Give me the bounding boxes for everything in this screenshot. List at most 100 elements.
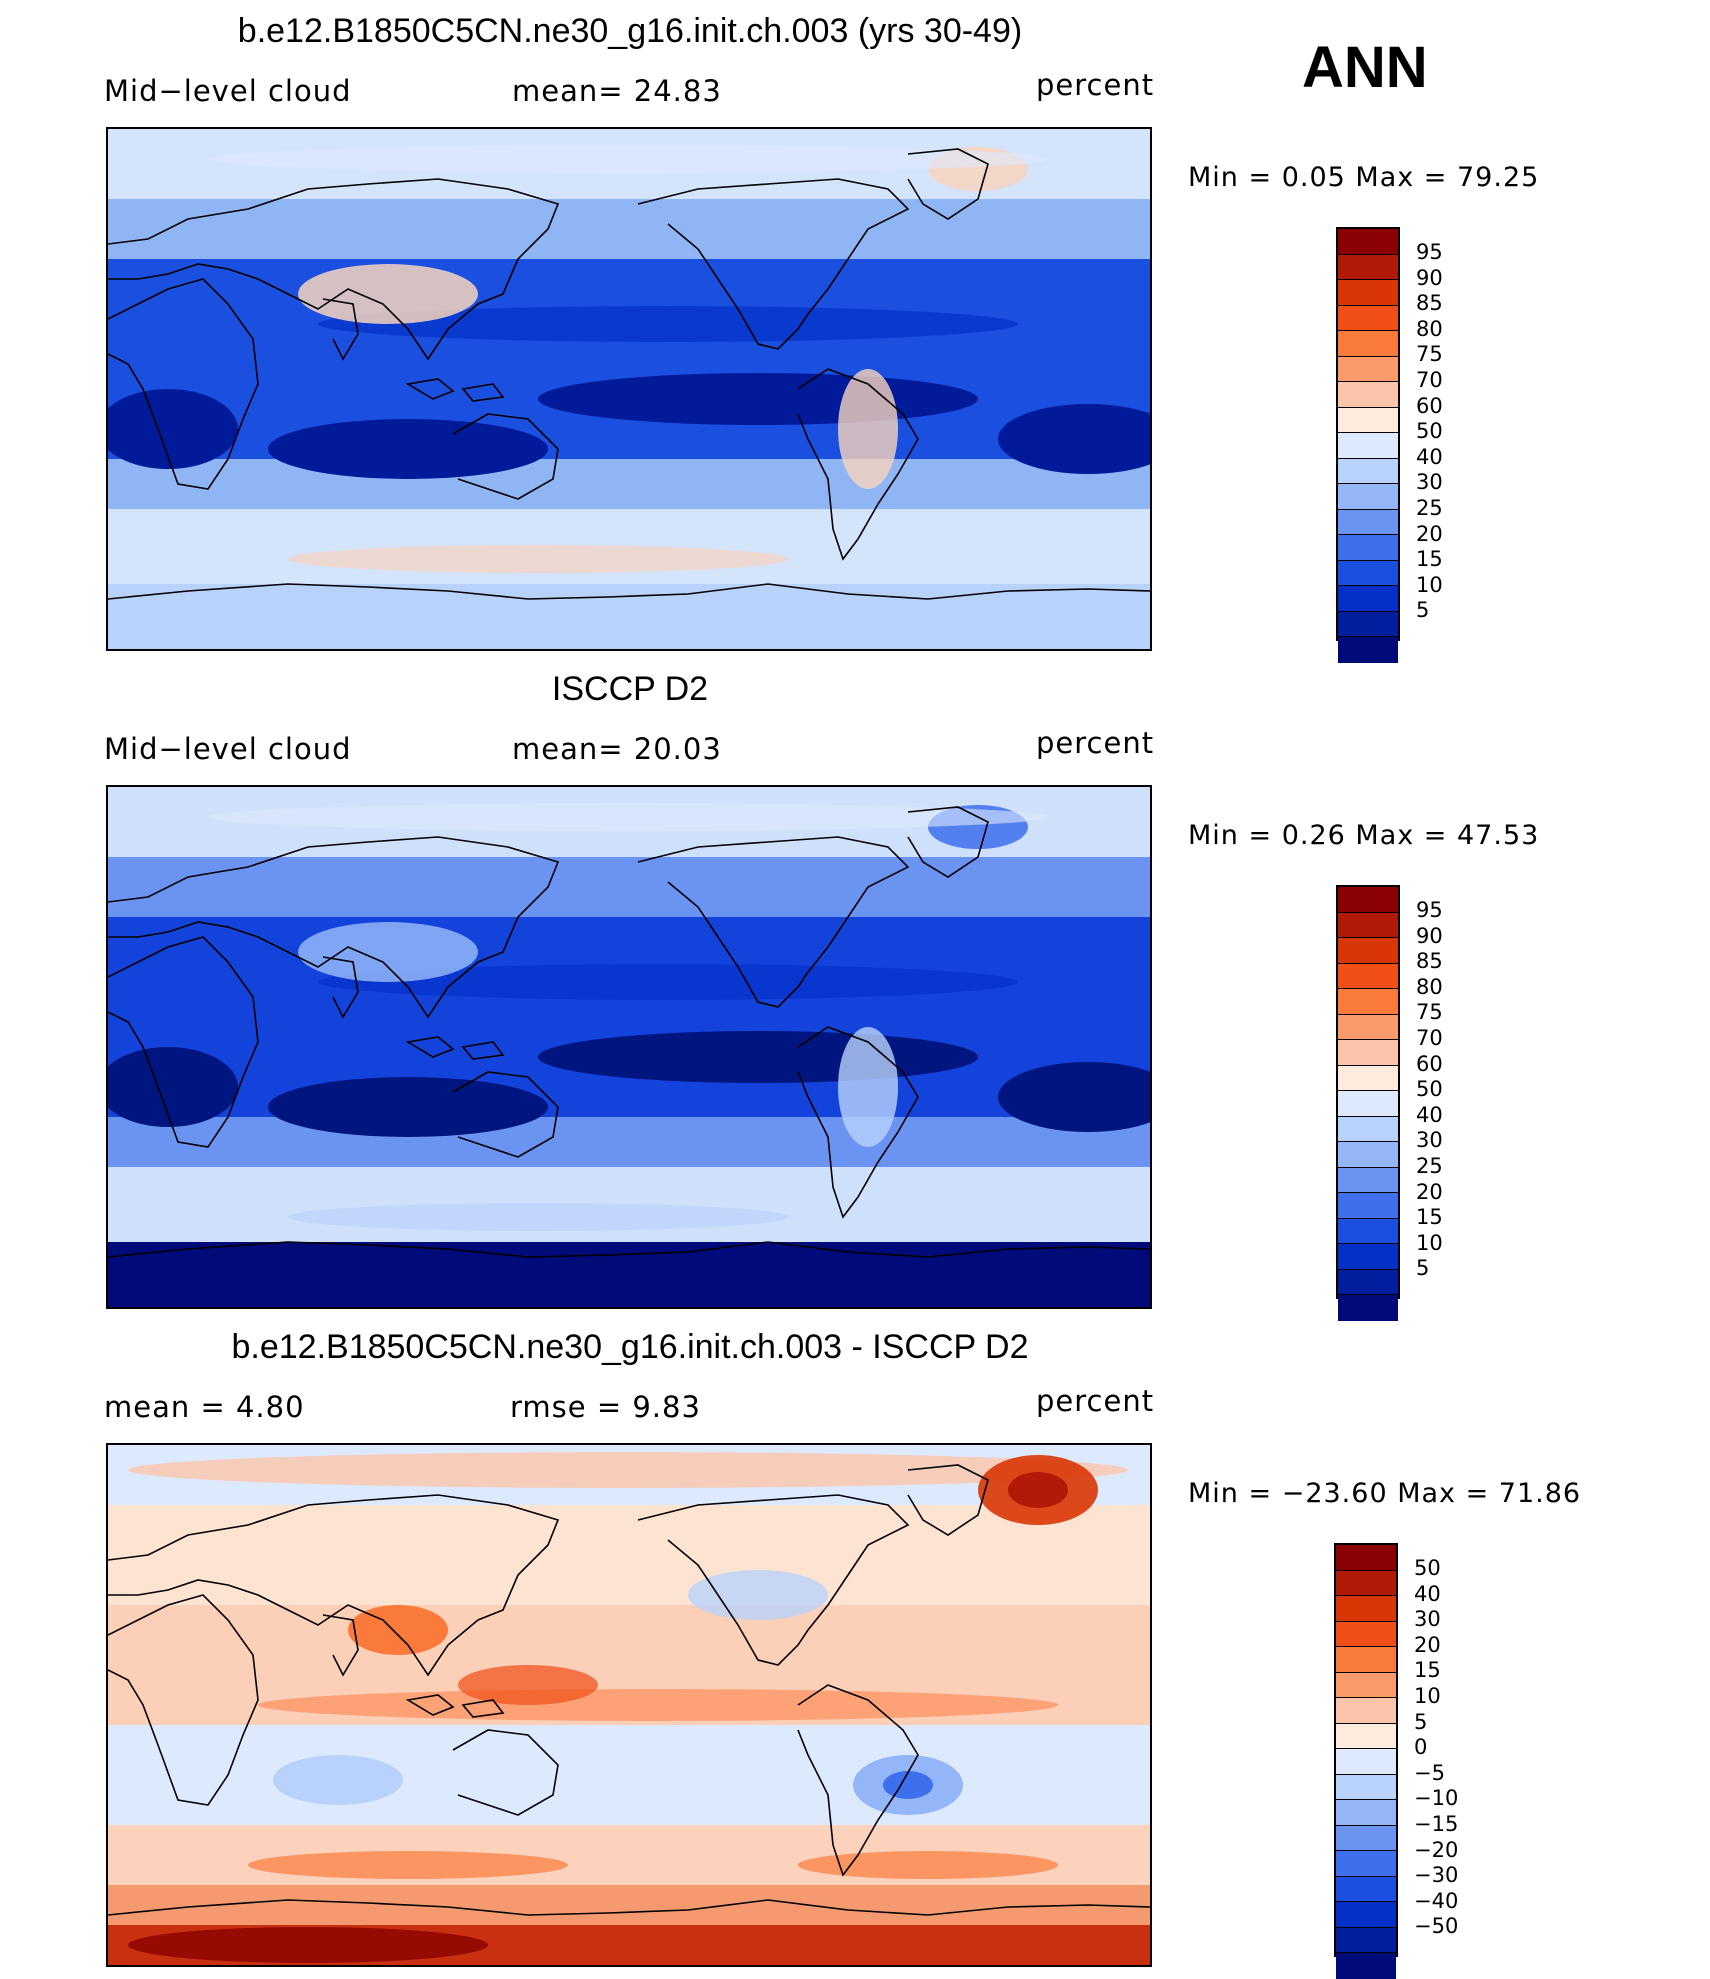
colorbar-tick-label: 90 xyxy=(1416,923,1443,948)
colorbar-tick-label: 80 xyxy=(1416,974,1443,999)
colorbar-swatch xyxy=(1336,1876,1396,1902)
season-label: ANN xyxy=(1302,35,1428,100)
colorbar-tick-label: −20 xyxy=(1414,1837,1459,1862)
colorbar-swatch xyxy=(1336,1927,1396,1953)
colorbar-tick-label: 95 xyxy=(1416,240,1443,264)
colorbar-tick-label: 60 xyxy=(1416,1051,1443,1076)
colorbar-tick-label: 30 xyxy=(1416,1128,1443,1153)
obs-cloud-map xyxy=(106,785,1152,1309)
coastline xyxy=(322,298,359,361)
colorbar-swatch xyxy=(1336,1698,1396,1724)
panel-title: b.e12.B1850C5CN.ne30_g16.init.ch.003 (yr… xyxy=(237,12,1023,50)
coastline xyxy=(452,1071,559,1158)
colorbar-tick-label: 30 xyxy=(1414,1607,1441,1632)
colorbar-tick-label: 30 xyxy=(1416,470,1443,495)
colorbar-swatch xyxy=(1336,1825,1396,1851)
colorbar-tick-label: 15 xyxy=(1416,547,1443,572)
colorbar xyxy=(1334,1543,1398,1979)
colorbar-swatch xyxy=(1338,1193,1398,1219)
colorbar-tick-label: 10 xyxy=(1414,1684,1441,1708)
min-max-label: Min = −23.60 Max = 71.86 xyxy=(1188,1478,1582,1509)
colorbar-tick-label: −40 xyxy=(1414,1888,1459,1913)
coastline xyxy=(461,1699,505,1718)
coastline xyxy=(108,583,1150,600)
colorbar-swatch xyxy=(1338,254,1398,280)
colorbar-tick-label: 25 xyxy=(1416,496,1443,520)
colorbar-swatch xyxy=(1338,229,1398,255)
colorbar-swatch xyxy=(1338,280,1398,306)
colorbar-tick-label: 15 xyxy=(1414,1658,1441,1683)
colorbar-tick-label: −50 xyxy=(1414,1914,1459,1939)
colorbar-tick-label: 20 xyxy=(1416,1179,1443,1204)
min-max-label: Min = 0.05 Max = 79.25 xyxy=(1188,162,1540,193)
coastline xyxy=(907,148,989,220)
coastline xyxy=(452,413,559,500)
colorbar xyxy=(1336,885,1400,1321)
colorbar-swatch xyxy=(1338,963,1398,989)
units-label: percent xyxy=(1036,726,1155,760)
coastline xyxy=(461,1041,505,1060)
coastline xyxy=(797,368,919,561)
min-max-label: Min = 0.26 Max = 47.53 xyxy=(1188,820,1540,851)
colorbar-tick-label: 85 xyxy=(1416,949,1443,974)
coastline xyxy=(108,836,560,1019)
colorbar-swatch xyxy=(1338,458,1398,484)
colorbar-tick-label: 40 xyxy=(1416,1102,1443,1127)
rmse-label: rmse = 9.83 xyxy=(510,1390,701,1424)
units-label: percent xyxy=(1036,1384,1155,1418)
colorbar-tick-label: 5 xyxy=(1414,1709,1428,1734)
colorbar-swatch xyxy=(1338,1040,1398,1066)
colorbar-tick-label: −30 xyxy=(1414,1863,1459,1888)
colorbar-tick-label: 85 xyxy=(1416,291,1443,316)
units-label: percent xyxy=(1036,68,1155,102)
colorbar-swatch xyxy=(1336,1851,1396,1877)
difference-map xyxy=(106,1443,1152,1967)
coastline xyxy=(322,956,359,1019)
colorbar-tick-label: 70 xyxy=(1416,368,1443,392)
mean-label: mean= 20.03 xyxy=(512,732,722,766)
coastline xyxy=(907,1464,989,1536)
colorbar-swatch xyxy=(1336,1902,1396,1928)
coastline xyxy=(797,1684,919,1877)
colorbar-tick-label: 5 xyxy=(1416,598,1430,623)
coastline xyxy=(907,806,989,878)
mean-label: mean= 24.83 xyxy=(512,74,722,108)
colorbar-tick-label: 20 xyxy=(1416,521,1443,546)
colorbar-swatch xyxy=(1338,1142,1398,1168)
coastline xyxy=(108,178,560,361)
colorbar-swatch xyxy=(1338,484,1398,510)
colorbar-tick-label: 75 xyxy=(1416,342,1443,367)
colorbar-swatch xyxy=(1338,1218,1398,1244)
colorbar-swatch xyxy=(1338,1269,1398,1295)
coastline xyxy=(405,378,455,400)
colorbar-swatch xyxy=(1338,637,1398,663)
colorbar-tick-label: 10 xyxy=(1416,572,1443,597)
coastline xyxy=(322,1614,359,1677)
colorbar-swatch xyxy=(1338,989,1398,1015)
panel-title: b.e12.B1850C5CN.ne30_g16.init.ch.003 - I… xyxy=(231,1328,1029,1366)
colorbar-swatch xyxy=(1336,1596,1396,1622)
colorbar-tick-label: 90 xyxy=(1416,265,1443,290)
colorbar-swatch xyxy=(1336,1647,1396,1673)
coastline xyxy=(452,1729,559,1816)
colorbar-swatch xyxy=(1338,1295,1398,1321)
colorbar-tick-label: −5 xyxy=(1414,1760,1445,1785)
colorbar-tick-label: 75 xyxy=(1416,1000,1443,1025)
colorbar-tick-label: −10 xyxy=(1414,1786,1459,1811)
coastline xyxy=(405,1036,455,1058)
colorbar-swatch xyxy=(1338,912,1398,938)
panel-title: ISCCP D2 xyxy=(551,670,709,708)
colorbar-swatch xyxy=(1338,586,1398,612)
colorbar-swatch xyxy=(1338,1065,1398,1091)
colorbar-swatch xyxy=(1336,1621,1396,1647)
coastline xyxy=(461,383,505,402)
colorbar-tick-label: 10 xyxy=(1416,1230,1443,1255)
colorbar-swatch xyxy=(1338,938,1398,964)
colorbar-tick-label: 40 xyxy=(1414,1581,1441,1606)
coastline xyxy=(637,1494,910,1666)
colorbar-tick-label: 70 xyxy=(1416,1026,1443,1050)
coastline xyxy=(108,936,259,1148)
colorbar-swatch xyxy=(1338,305,1398,331)
coastline xyxy=(637,178,910,350)
colorbar-swatch xyxy=(1338,1116,1398,1142)
